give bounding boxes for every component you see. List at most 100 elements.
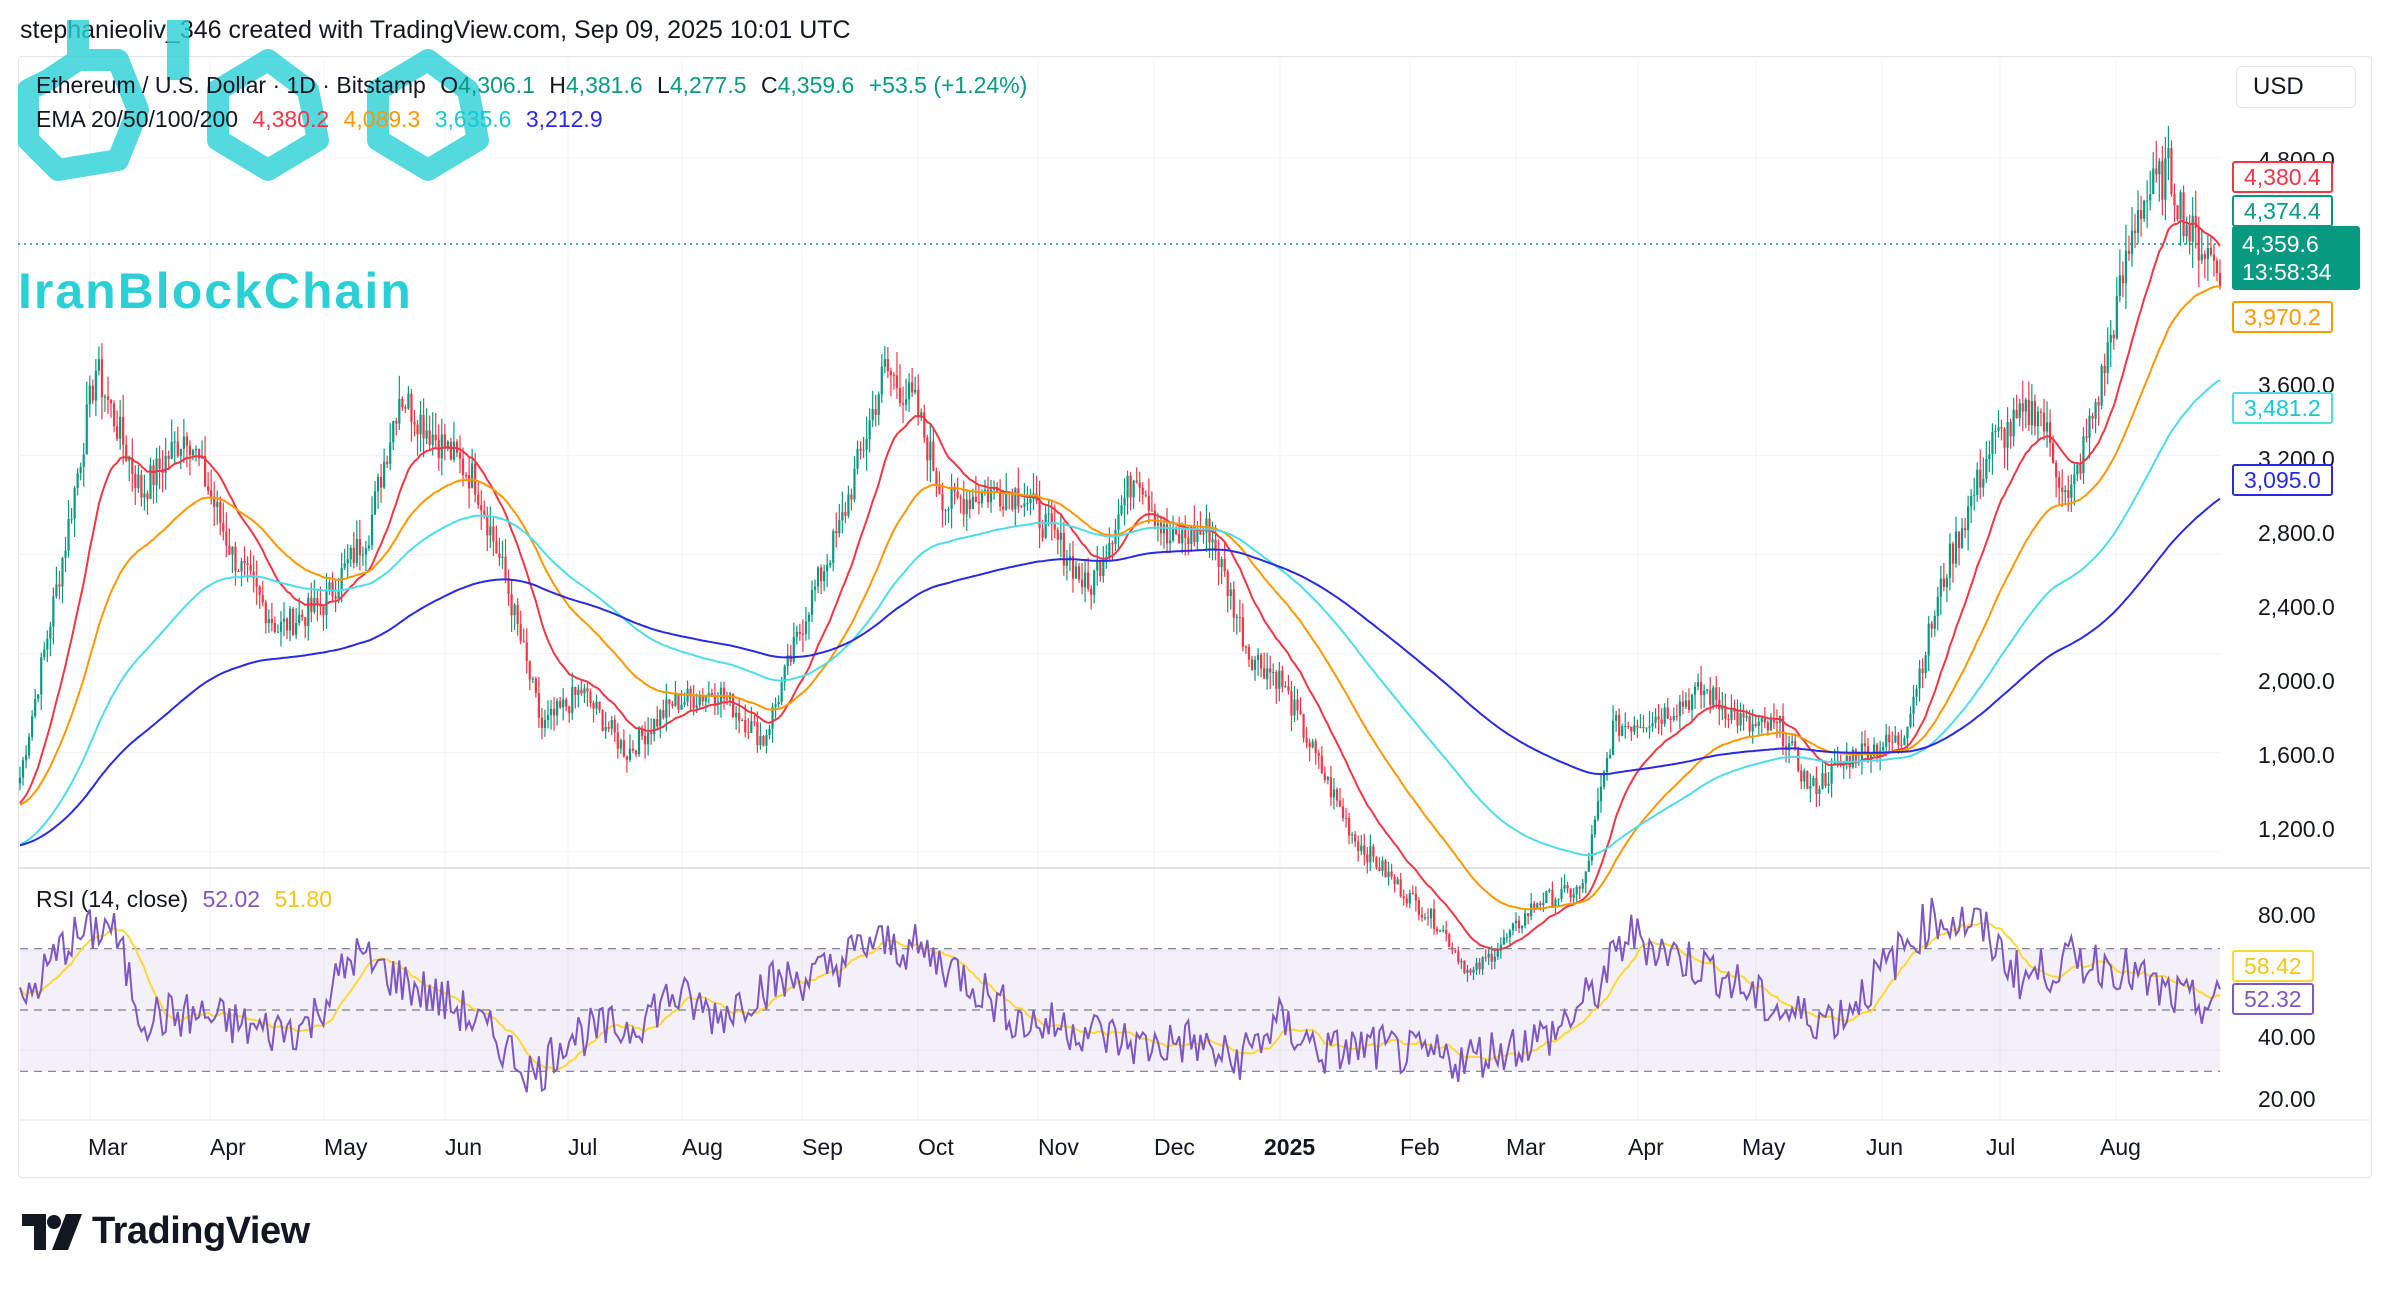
candle-body [1014,488,1017,510]
candle-body [1496,950,1499,957]
candle-body [100,359,104,398]
candle-body [480,504,483,511]
candle-body [898,387,902,404]
candle-body [1590,834,1593,861]
candle-body [2085,436,2088,438]
candle-body [207,486,210,491]
candle-body [522,641,525,643]
candle-body [34,698,37,717]
candle-body [580,689,583,694]
candle-body [1323,772,1326,781]
candle-body [2121,275,2124,284]
candle-body [337,589,340,599]
high-label: H [549,72,566,98]
candle-body [2097,402,2100,406]
candle-body [37,694,40,699]
candle-body [2206,247,2209,259]
candle-body [2048,422,2052,443]
candle-body [1563,885,1566,889]
candle-body [2143,200,2146,219]
candle-body [813,586,817,590]
candle-body [789,655,792,662]
candle-body [2194,215,2197,228]
candle-body [1627,726,1630,728]
candle-body [1387,871,1390,878]
currency-selector[interactable]: USD [2236,66,2356,108]
candle-body [1727,719,1730,721]
candle-body [216,501,219,507]
candle-body [528,661,531,680]
candle-body [1605,757,1609,772]
candle-body [625,756,628,760]
candle-body [1269,668,1272,673]
candle-body [507,578,510,594]
candle-body [780,682,783,702]
candle-body [146,493,149,499]
candle-body [1809,786,1812,789]
candle-body [2000,427,2003,429]
candle-body [1951,543,1955,564]
candle-body [1903,738,1906,746]
candle-body [134,473,137,489]
candle-body [838,520,841,534]
candle-body [886,359,889,372]
price-tick: 1,600.0 [2258,742,2335,768]
candle-body [164,455,167,473]
candle-body [2070,484,2073,498]
candle-body [1499,944,1502,951]
candle-body [1815,777,1818,794]
candle-body [1505,937,1508,939]
candle-body [719,687,723,703]
rsi-tag: 52.32 [2232,983,2314,1015]
candle-body [816,567,820,587]
price-tick: 2,400.0 [2258,594,2335,620]
candle-body [222,523,225,532]
candle-body [735,712,738,718]
symbol-name[interactable]: Ethereum / U.S. Dollar · 1D · Bitstamp [36,72,426,98]
candle-body [2055,462,2058,478]
candle-body [64,550,67,558]
candle-body [1517,920,1521,929]
candle-body [1080,579,1084,588]
candle-body [540,717,544,728]
candle-body [537,693,540,718]
chart-frame [18,56,2372,1178]
candle-body [389,442,392,465]
candle-body [2164,158,2167,200]
candle-body [1876,744,1879,757]
candle-body [376,476,380,492]
candle-body [1612,720,1615,756]
candle-body [1514,920,1518,924]
candle-body [443,434,446,449]
tradingview-brand[interactable]: TradingView [22,1210,310,1253]
candle-body [483,510,486,517]
candle-body [568,706,571,714]
candle-body [464,475,468,477]
candle-body [352,547,355,564]
candle-body [1023,503,1026,507]
candle-body [2079,464,2082,474]
ema-label: EMA 20/50/100/200 [36,106,239,132]
candle-body [471,463,474,489]
ema-legend[interactable]: EMA 20/50/100/200 4,380.2 4,089.3 3,635.… [36,106,611,133]
candle-body [1781,716,1785,747]
candle-body [137,474,140,489]
candle-body [725,698,729,700]
candle-body [1545,891,1548,904]
candle-body [55,584,58,597]
candle-body [1757,721,1760,727]
candle-body [252,571,255,579]
candle-body [1135,480,1138,483]
candle-body [407,393,410,409]
rsi-legend[interactable]: RSI (14, close) 52.02 51.80 [36,886,340,913]
candle-body [304,617,307,626]
candle-body [2024,399,2027,412]
candle-body [331,582,334,597]
candle-body [2140,210,2143,219]
candle-body [1147,495,1150,511]
rsi-ma-tag: 58.42 [2232,950,2314,982]
candle-body [237,571,240,573]
candle-body [1973,494,1976,496]
candle-body [1560,888,1563,899]
